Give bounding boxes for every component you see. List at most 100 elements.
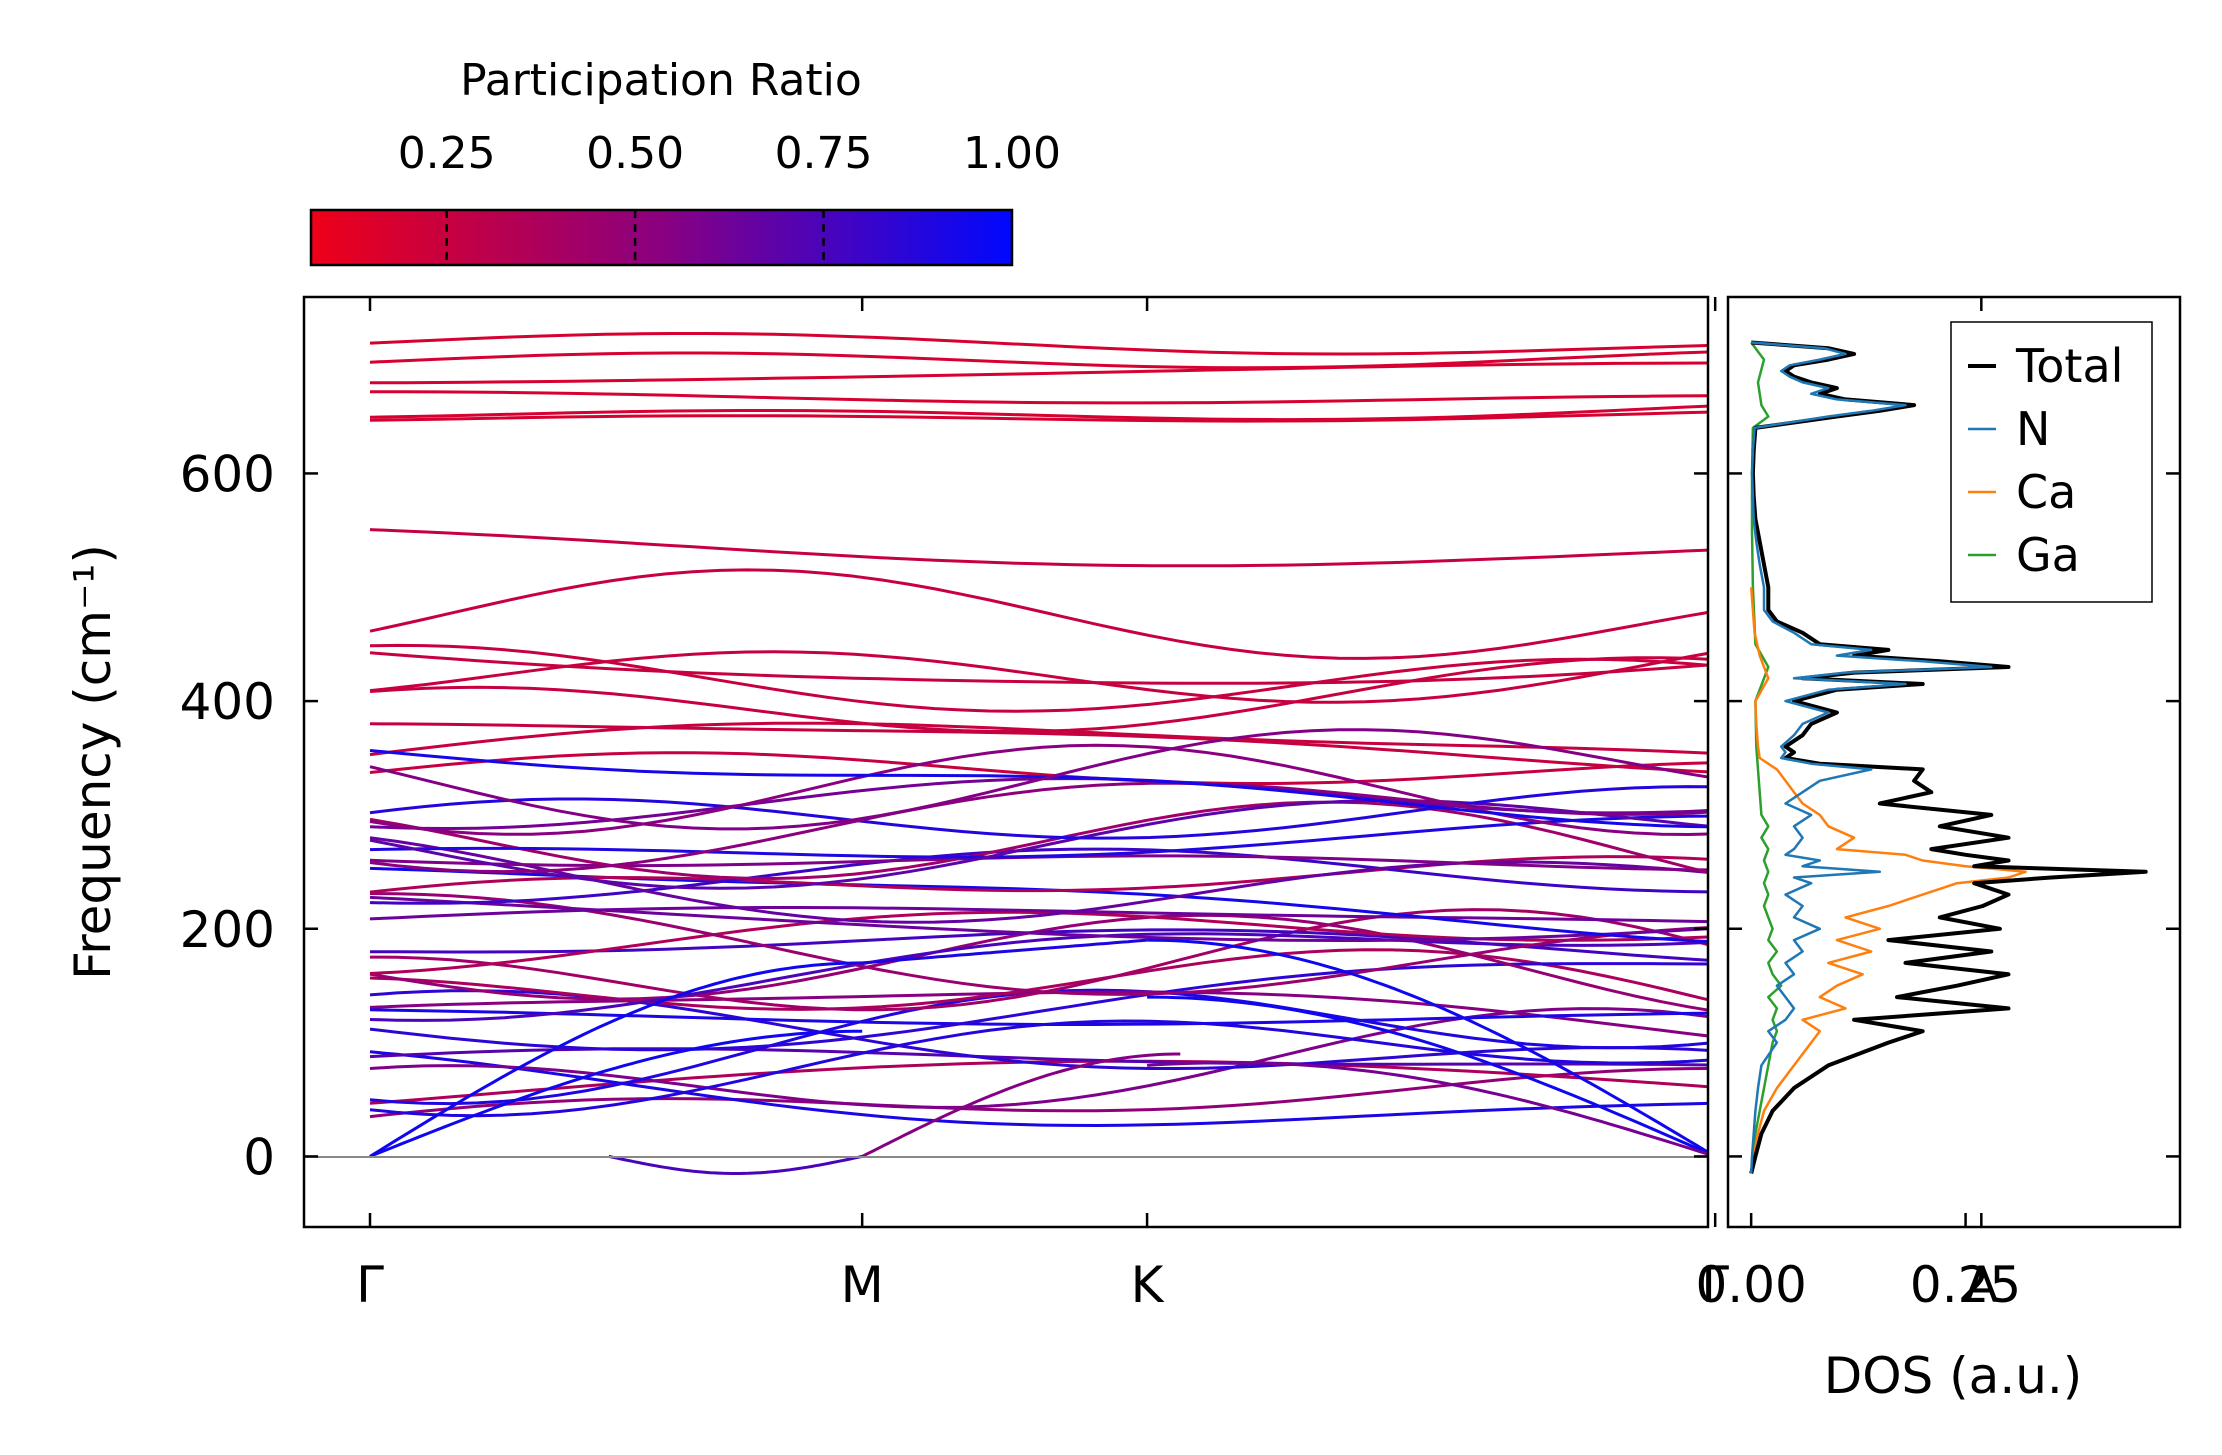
phonon-band xyxy=(369,892,1708,996)
phonon-band xyxy=(1981,594,2222,662)
frequency-tick-label: 200 xyxy=(180,901,275,959)
phonon-band xyxy=(1981,1013,2222,1058)
phonon-band xyxy=(369,962,1708,1052)
dos-line-ga xyxy=(1749,341,1783,1174)
phonon-band xyxy=(1981,761,2222,841)
phonon-band xyxy=(369,800,1708,880)
phonon-band xyxy=(369,361,1708,385)
phonon-band xyxy=(1981,640,2222,671)
frequency-tick-labels: 0 200 400 600 xyxy=(180,445,275,1186)
band-axes-frame xyxy=(302,295,1710,1229)
phonon-band xyxy=(861,1052,1181,1158)
phonon-band xyxy=(862,938,1148,965)
phonon-band xyxy=(369,722,1708,774)
dos-lines xyxy=(1749,340,2148,1174)
frequency-axis-label: Frequency (cm⁻¹) xyxy=(64,544,122,980)
phonon-band xyxy=(369,568,1708,660)
phonon-band xyxy=(369,913,1708,1012)
phonon-band xyxy=(1981,998,2222,1029)
phonon-band xyxy=(369,749,1708,829)
legend-label: N xyxy=(2016,402,2050,456)
phonon-band xyxy=(369,1050,1708,1127)
kpoint-label: M xyxy=(841,1256,884,1314)
frequency-tick-label: 0 xyxy=(243,1128,275,1186)
phonon-band xyxy=(1981,837,2222,853)
phonon-band xyxy=(1981,724,2222,780)
legend-label: Ca xyxy=(2016,465,2076,519)
phonon-band xyxy=(369,961,863,1158)
phonon-band xyxy=(369,350,1708,370)
dos-legend: Total N Ca Ga xyxy=(1950,321,2153,603)
dos-line-ca xyxy=(1749,587,2027,1174)
kpoint-labels: ΓMKΓALHA/LM/HK xyxy=(356,1256,1998,1314)
phonon-band xyxy=(1981,894,2222,989)
kpoint-label: K xyxy=(1131,1256,1165,1314)
phonon-band xyxy=(1981,991,2222,1089)
phonon-band xyxy=(369,1008,1708,1026)
phonon-band xyxy=(1981,775,2222,782)
phonon-band xyxy=(1147,1061,1708,1156)
phonon-band xyxy=(369,721,1708,757)
phonon-band xyxy=(1147,938,1708,1154)
colorbar-tick-labels: 0.25 0.50 0.75 1.00 xyxy=(398,128,1061,179)
colorbar-title: Participation Ratio xyxy=(460,55,862,106)
phonon-band xyxy=(370,390,1708,405)
phonon-band xyxy=(1981,745,2222,821)
phonon-band xyxy=(369,847,1708,905)
colorbar-gradient xyxy=(309,208,1014,267)
phonon-band xyxy=(369,651,1708,685)
dos-axis-label: DOS (a.u.) xyxy=(1824,1347,2083,1405)
phonon-band xyxy=(1981,814,2222,904)
phonon-band xyxy=(369,785,1708,840)
phonon-band xyxy=(369,643,1708,713)
dos-tick-labels: 0.00 0.25 xyxy=(1695,1256,2021,1314)
phonon-band xyxy=(1981,940,2222,955)
phonon-band xyxy=(1981,934,2222,1009)
colorbar-tick-label: 0.75 xyxy=(775,128,873,179)
phonon-band xyxy=(1981,740,2222,778)
phonon-band xyxy=(1981,905,2222,927)
colorbar-tick-label: 0.25 xyxy=(398,128,496,179)
phonon-band xyxy=(369,528,1708,568)
phonon-band xyxy=(1981,1075,2222,1114)
colorbar-tick-label: 0.50 xyxy=(586,128,684,179)
frequency-tick-label: 400 xyxy=(180,673,275,731)
legend-label: Total xyxy=(2015,339,2123,393)
legend-label: Ga xyxy=(2016,528,2080,582)
dos-tick-label: 0.00 xyxy=(1695,1256,1806,1314)
phonon-band xyxy=(1981,1035,2222,1114)
phonon-band xyxy=(369,332,1708,356)
phonon-band xyxy=(369,656,1708,734)
frequency-tick-label: 600 xyxy=(180,445,275,503)
phonon-band xyxy=(1981,938,2222,992)
legend-entries: Total N Ca Ga xyxy=(1968,339,2123,582)
kpoint-label: Γ xyxy=(356,1256,384,1314)
phonon-band xyxy=(1981,771,2222,846)
dos-panel: 0.00 0.25 DOS (a.u.) Total N Ca Ga xyxy=(1695,295,2182,1405)
phonon-band xyxy=(1981,759,2222,785)
phonon-band xyxy=(1147,995,1708,1155)
phonon-band xyxy=(1981,745,2222,840)
phonon-band xyxy=(369,404,1708,422)
colorbar: Participation Ratio 0.25 0.50 0.75 1.00 xyxy=(309,55,1061,267)
phonon-band xyxy=(1981,874,2222,980)
band-axis-ticks xyxy=(304,297,1983,1227)
phonon-band xyxy=(1981,968,2222,1063)
band-lines xyxy=(369,332,2222,1175)
kpoint-label: Γ xyxy=(1701,1256,1729,1314)
phonon-band xyxy=(1981,1005,2222,1113)
phonon-band xyxy=(369,1067,1708,1119)
phonon-band xyxy=(369,410,1708,423)
phonon-band xyxy=(1981,783,2222,861)
phonon-band xyxy=(1981,1014,2222,1096)
dos-axes-frame xyxy=(1726,295,2182,1229)
dos-line-n xyxy=(1749,341,1993,1174)
phonon-band xyxy=(1981,952,2222,1026)
phonon-band xyxy=(369,948,1708,1011)
phonon-band xyxy=(1981,738,2222,815)
phonon-band xyxy=(1981,1015,2222,1060)
phonon-band xyxy=(1981,995,2222,1037)
phonon-band xyxy=(1981,698,2222,731)
phonon-band xyxy=(1981,1086,2222,1126)
phonon-band xyxy=(1981,942,2222,1029)
